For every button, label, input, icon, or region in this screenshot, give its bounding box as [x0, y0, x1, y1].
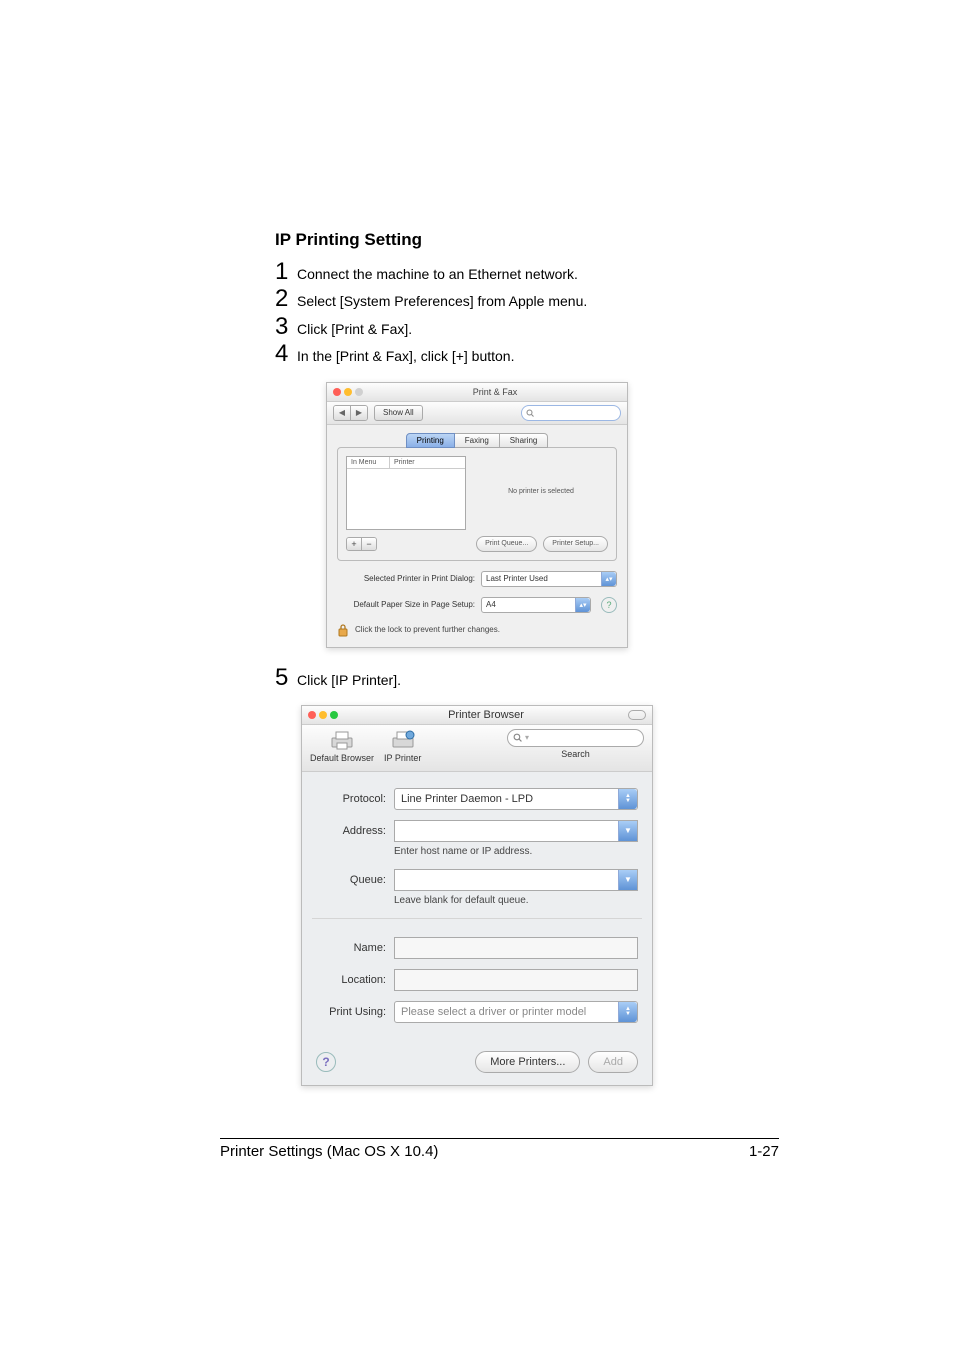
close-icon[interactable]	[308, 711, 316, 719]
chevron-updown-icon: ▴▾	[601, 572, 616, 586]
step-number: 3	[275, 315, 297, 339]
show-all-button[interactable]: Show All	[374, 405, 423, 421]
divider	[312, 918, 642, 929]
chevron-updown-icon: ▲▼	[618, 789, 637, 809]
step-text: Click [Print & Fax].	[297, 318, 412, 340]
address-label: Address:	[316, 825, 394, 837]
queue-label: Queue:	[316, 874, 394, 886]
ip-printer-icon	[390, 729, 416, 751]
step-number: 5	[275, 666, 297, 690]
print-using-label: Print Using:	[316, 1006, 394, 1018]
add-button[interactable]: Add	[588, 1051, 638, 1073]
search-icon	[513, 733, 522, 742]
step-number: 1	[275, 260, 297, 284]
print-using-value: Please select a driver or printer model	[401, 1006, 586, 1018]
forward-button[interactable]: ▶	[350, 406, 367, 420]
lock-text: Click the lock to prevent further change…	[355, 625, 500, 634]
step-number: 4	[275, 342, 297, 366]
search-icon	[526, 409, 534, 417]
queue-hint: Leave blank for default queue.	[394, 895, 638, 906]
steps-list-2: 5Click [IP Printer].	[275, 666, 679, 691]
selected-printer-value: Last Printer Used	[486, 574, 548, 583]
ip-printer-label: IP Printer	[384, 753, 421, 763]
zoom-icon[interactable]	[330, 711, 338, 719]
footer-page: 1-27	[749, 1143, 779, 1160]
printer-browser-window: Printer Browser Default Browser IP Print…	[301, 705, 653, 1086]
queue-input[interactable]: ▼	[394, 869, 638, 891]
help-button[interactable]: ?	[316, 1052, 336, 1072]
print-queue-button[interactable]: Print Queue...	[476, 536, 537, 552]
lock-icon[interactable]	[337, 623, 349, 637]
paper-size-value: A4	[486, 600, 496, 609]
tab-faxing[interactable]: Faxing	[455, 433, 500, 448]
protocol-value: Line Printer Daemon - LPD	[401, 793, 533, 805]
col-in-menu: In Menu	[347, 457, 390, 468]
back-button[interactable]: ◀	[334, 406, 350, 420]
search-input[interactable]: ▾	[507, 729, 644, 747]
default-browser-label: Default Browser	[310, 753, 374, 763]
help-button[interactable]: ?	[601, 597, 617, 613]
zoom-icon[interactable]	[355, 388, 363, 396]
col-printer: Printer	[390, 457, 419, 468]
window-title: Printer Browser	[344, 709, 628, 721]
step-text: Click [IP Printer].	[297, 669, 401, 691]
printer-list[interactable]: In Menu Printer	[346, 456, 466, 530]
name-input[interactable]	[394, 937, 638, 959]
minimize-icon[interactable]	[344, 388, 352, 396]
close-icon[interactable]	[333, 388, 341, 396]
footer-section: Printer Settings (Mac OS X 10.4)	[220, 1143, 438, 1160]
more-printers-button[interactable]: More Printers...	[475, 1051, 580, 1073]
selected-printer-select[interactable]: Last Printer Used ▴▾	[481, 571, 617, 587]
paper-size-select[interactable]: A4 ▴▾	[481, 597, 591, 613]
chevron-down-icon: ▼	[618, 821, 637, 841]
print-using-select[interactable]: Please select a driver or printer model …	[394, 1001, 638, 1023]
step-text: In the [Print & Fax], click [+] button.	[297, 345, 515, 367]
address-input[interactable]: ▼	[394, 820, 638, 842]
default-browser-button[interactable]: Default Browser	[310, 729, 374, 763]
no-printer-label: No printer is selected	[474, 456, 608, 528]
step-text: Connect the machine to an Ethernet netwo…	[297, 263, 578, 285]
tab-printing[interactable]: Printing	[406, 433, 455, 448]
chevron-updown-icon: ▲▼	[618, 1002, 637, 1022]
protocol-select[interactable]: Line Printer Daemon - LPD ▲▼	[394, 788, 638, 810]
paper-size-label: Default Paper Size in Page Setup:	[337, 600, 475, 609]
window-title: Print & Fax	[369, 387, 621, 397]
selected-printer-label: Selected Printer in Print Dialog:	[337, 574, 475, 583]
chevron-down-icon: ▼	[618, 870, 637, 890]
nav-buttons: ◀ ▶	[333, 405, 368, 421]
steps-list: 1Connect the machine to an Ethernet netw…	[275, 260, 679, 368]
name-label: Name:	[316, 942, 394, 954]
step-text: Select [System Preferences] from Apple m…	[297, 290, 587, 312]
search-label: Search	[561, 749, 590, 759]
section-heading: IP Printing Setting	[275, 230, 679, 250]
printer-setup-button[interactable]: Printer Setup...	[543, 536, 608, 552]
tab-sharing[interactable]: Sharing	[500, 433, 549, 448]
ip-printer-button[interactable]: IP Printer	[384, 729, 421, 763]
location-label: Location:	[316, 974, 394, 986]
chevron-down-icon: ▾	[525, 733, 529, 742]
add-printer-button[interactable]: +	[347, 538, 361, 550]
remove-printer-button[interactable]: −	[361, 538, 376, 550]
address-hint: Enter host name or IP address.	[394, 846, 638, 857]
step-number: 2	[275, 287, 297, 311]
minimize-icon[interactable]	[319, 711, 327, 719]
toolbar-toggle-button[interactable]	[628, 710, 646, 720]
protocol-label: Protocol:	[316, 793, 394, 805]
location-input[interactable]	[394, 969, 638, 991]
print-fax-window: Print & Fax ◀ ▶ Show All Printing Faxing…	[326, 382, 628, 648]
printer-icon	[329, 729, 355, 751]
search-field[interactable]	[521, 405, 621, 421]
chevron-updown-icon: ▴▾	[575, 598, 590, 612]
